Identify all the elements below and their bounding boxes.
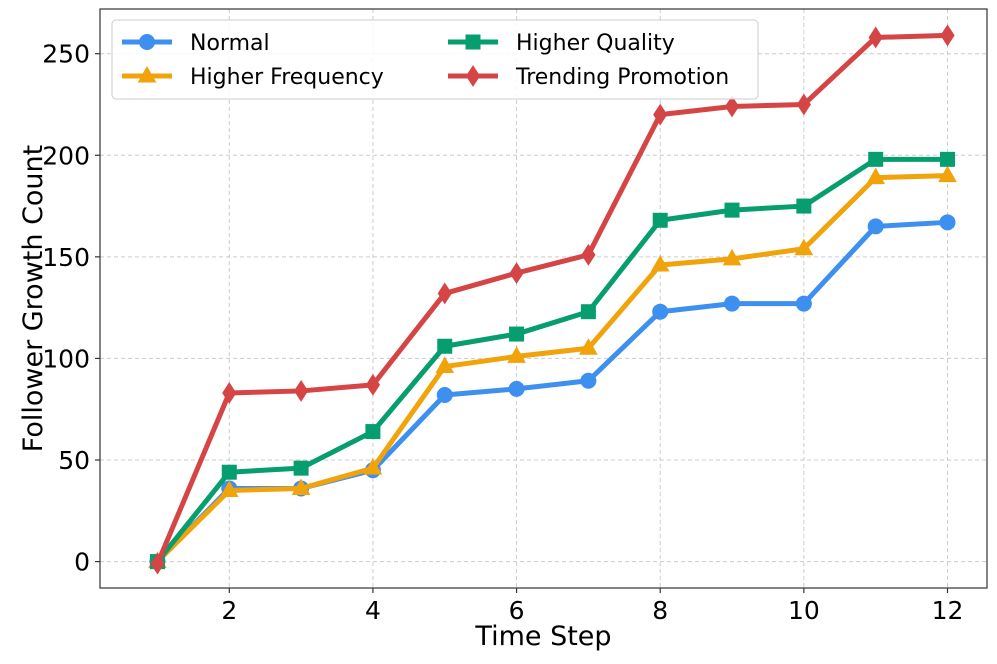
data-point [724,295,741,312]
data-point [365,424,381,440]
y-tick-label: 200 [42,141,90,170]
data-point [293,460,309,476]
data-point [222,382,237,404]
x-tick-label: 8 [652,596,668,625]
data-point [365,373,381,396]
y-tick-label: 0 [74,548,90,577]
data-point [867,218,884,235]
data-point [868,26,883,49]
data-point [435,356,455,374]
legend-item: Higher Quality [448,31,675,56]
legend-marker [465,65,481,87]
legend-label: Higher Frequency [190,65,384,90]
legend-item: Higher Frequency [122,65,384,90]
data-point [509,262,524,285]
data-point [724,95,740,118]
data-point [294,380,309,402]
data-point [219,480,239,497]
legend-marker [139,34,155,50]
legend-label: Normal [190,31,270,56]
data-point [507,346,526,363]
data-point [150,552,165,575]
data-point [722,248,742,266]
plot-frame [99,8,988,589]
series-line [154,32,950,567]
data-point [580,304,596,320]
y-tick-label: 50 [58,446,90,475]
data-point [652,212,668,228]
y-axis-label: Follower Growth Count [18,145,49,452]
data-point [579,338,598,355]
legend-marker [137,65,157,83]
data-point [581,243,596,266]
data-point [868,151,884,167]
legend-item: Normal [122,31,270,56]
data-point [508,380,525,397]
legend-marker [465,34,481,50]
series-trending-promotion [150,24,955,575]
data-point [437,338,453,354]
data-point [794,238,814,256]
series-line [154,173,950,565]
x-tick-label: 6 [509,596,525,625]
legend-label: Trending Promotion [515,65,729,90]
legend: Normal Higher Frequency Higher Quality Tren… [111,19,759,100]
data-point [650,254,670,272]
data-point [580,372,597,389]
y-tick-label: 250 [42,40,90,69]
data-point [939,214,956,231]
data-point [437,282,452,305]
data-point [938,165,957,183]
data-point [940,24,955,47]
data-point [724,202,740,218]
series-group [148,24,957,575]
legend-label: Higher Quality [516,31,675,56]
legend-box [111,19,759,100]
data-point [939,151,955,167]
y-tick-label: 150 [42,243,90,272]
data-point [796,198,812,214]
x-axis-label: Time Step [474,621,611,652]
y-tick-label: 100 [42,344,90,373]
x-tick-label: 10 [788,596,820,625]
data-point [795,295,812,312]
data-point [866,167,886,185]
data-point [653,103,668,126]
data-point [652,303,669,320]
data-point [796,93,811,116]
data-point [509,326,525,342]
data-point [221,464,237,480]
x-tick-label: 2 [221,596,237,625]
legend-item: Trending Promotion [448,65,729,90]
data-point [436,387,453,403]
data-point [363,458,383,475]
data-point [291,478,311,495]
x-tick-label: 12 [932,596,964,625]
series-line [154,156,950,565]
x-tick-label: 4 [365,596,381,625]
axis-ticks: 2 4 6 8 10 12 0 50 100 150 200 250 [42,40,963,625]
